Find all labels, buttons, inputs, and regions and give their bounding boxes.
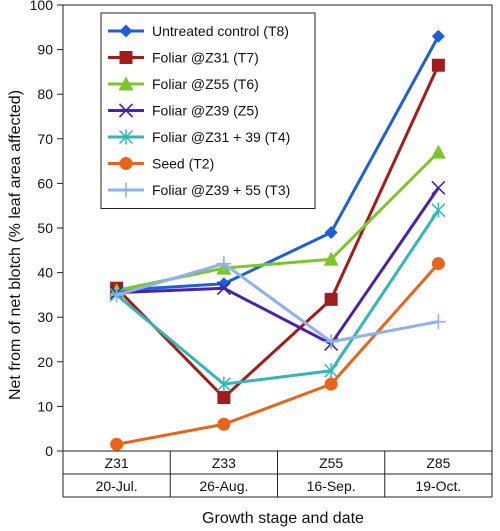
legend-label: Foliar @Z31 + 39 (T4): [152, 129, 290, 145]
series: [110, 257, 445, 451]
x-tick-label-date: 19-Oct.: [415, 478, 461, 494]
series-line: [116, 35, 440, 292]
data-point: [324, 225, 338, 239]
data-point: [119, 51, 133, 64]
data-point: [118, 182, 134, 198]
series: [109, 256, 446, 350]
data-point: [323, 334, 339, 350]
data-point: [323, 251, 339, 266]
legend: Untreated control (T8) Foliar @Z31 (T7) Fo…: [100, 12, 316, 209]
data-point: [431, 29, 445, 43]
legend-entry: Foliar @Z31 + 39 (T4): [108, 129, 290, 145]
data-point: [217, 390, 231, 404]
data-point: [216, 256, 232, 272]
legend-label: Untreated control (T8): [152, 23, 289, 39]
series-line: [116, 187, 440, 346]
y-tick-label: 60: [37, 175, 53, 191]
x-tick-label-stage: Z31: [105, 455, 129, 471]
legend-label: Foliar @Z55 (T6): [152, 76, 259, 92]
series-line: [115, 64, 440, 399]
data-point: [324, 377, 338, 391]
y-tick-label: 20: [37, 354, 53, 370]
x-tick-label-stage: Z55: [319, 455, 343, 471]
y-tick-label: 80: [37, 86, 53, 102]
y-tick-label: 50: [37, 220, 53, 236]
legend-entry: Foliar @Z39 + 55 (T3): [108, 182, 290, 198]
legend-entry: Seed (T2): [108, 156, 214, 172]
y-tick-label: 0: [45, 443, 53, 459]
legend-label: Foliar @Z39 (Z5): [152, 103, 259, 119]
y-tick-label: 100: [30, 0, 54, 13]
y-tick-label: 40: [37, 265, 53, 281]
y-tick-label: 10: [37, 398, 53, 414]
data-point: [431, 202, 446, 218]
legend-entry: Foliar @Z55 (T6): [108, 76, 259, 92]
data-point: [118, 76, 134, 91]
y-tick-label: 70: [37, 131, 53, 147]
y-tick-label: 30: [37, 309, 53, 325]
series-line: [116, 262, 439, 344]
legend-entry: Foliar @Z39 (Z5): [108, 103, 259, 119]
legend-label: Seed (T2): [152, 156, 214, 172]
data-point: [430, 314, 446, 330]
series: [109, 202, 446, 392]
series-layer: [109, 29, 446, 451]
y-tick-label: 90: [37, 42, 53, 58]
x-tick-label-stage: Z85: [426, 455, 450, 471]
data-point: [118, 129, 134, 145]
legend-entry: Untreated control (T8): [108, 23, 289, 39]
legend-label: Foliar @Z39 + 55 (T3): [152, 182, 290, 198]
x-tick-label-date: 26-Aug.: [199, 478, 248, 494]
legend-label: Foliar @Z31 (T7): [152, 50, 259, 66]
data-point: [217, 417, 231, 431]
data-point: [431, 58, 445, 72]
data-point: [430, 144, 446, 159]
data-point: [216, 281, 231, 296]
data-point: [324, 363, 339, 379]
data-point: [109, 287, 125, 303]
y-axis-label: Net from of net blotch (% leaf area affe…: [7, 90, 24, 400]
data-point: [431, 257, 445, 271]
data-point: [110, 437, 124, 451]
data-point: [216, 376, 231, 392]
data-point: [119, 157, 133, 170]
data-point: [431, 180, 446, 195]
legend-entry: Foliar @Z31 (T7): [108, 50, 259, 66]
x-tick-label-date: 16-Sep.: [307, 478, 356, 494]
data-point: [119, 24, 133, 38]
data-point: [324, 292, 338, 306]
x-tick-label-stage: Z33: [212, 455, 236, 471]
series-line: [115, 209, 440, 386]
series-line: [116, 262, 440, 446]
x-axis-label: Growth stage and date: [202, 510, 364, 527]
data-point: [118, 103, 134, 118]
x-tick-label-date: 20-Jul.: [96, 478, 138, 494]
axes: 0 10 20 30 40 50 60 70 80 90 100 Z31 20-Jul. Z33 26-Au…: [30, 0, 493, 498]
